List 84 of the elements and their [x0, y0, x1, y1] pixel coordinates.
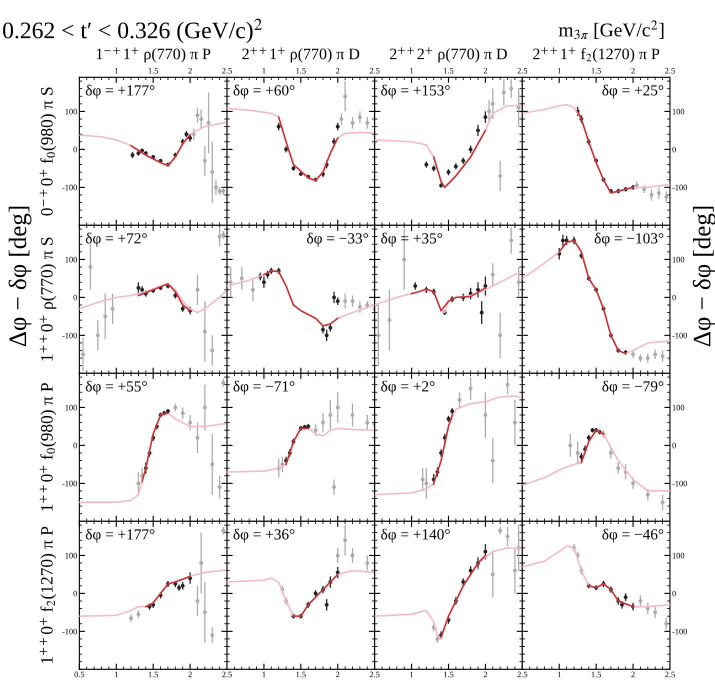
annotation: δφ = −79°: [602, 380, 664, 395]
x-tick-label: 2: [631, 68, 635, 74]
annotation: δφ = +177°: [86, 84, 154, 99]
y-tick-label: 0: [672, 146, 676, 152]
x-tick-label: 2: [336, 672, 340, 678]
y-tick-label: -100: [672, 628, 687, 634]
annotation: δφ = +60°: [233, 84, 294, 99]
annotation: δφ = −33°: [307, 232, 368, 247]
annotation: δφ = +55°: [86, 380, 147, 395]
y-tick-label: 100: [66, 404, 77, 410]
y-tick-label: 100: [672, 404, 684, 410]
annotation: δφ = +35°: [381, 232, 442, 247]
x-tick-label: 2.5: [370, 68, 380, 74]
annotation: δφ = −103°: [594, 232, 664, 247]
y-axis-title: 1$^{++}$0$^{+}$ f$_{2}$(1270) π P: [40, 526, 56, 664]
text: 0.262 < t′ < 0.326 (GeV/c)$^{2}$: [3, 18, 262, 44]
y-tick-label: -100: [672, 184, 687, 190]
x-tick-label: 2: [188, 68, 192, 74]
y-tick-label: -100: [672, 480, 687, 486]
x-tick-label: 2: [484, 68, 488, 74]
x-tick-label: 1: [558, 68, 561, 74]
annotation: δφ = +140°: [381, 528, 450, 543]
y-tick-label: 100: [672, 108, 684, 114]
y-tick-label: -100: [62, 628, 77, 634]
x-tick-label: 1: [262, 68, 266, 74]
chart-title: 1$^{−+}$1$^{+}$ ρ(770) π P: [96, 47, 210, 63]
x-tick-label: 1.5: [296, 68, 306, 74]
x-tick-label: 0.5: [74, 672, 84, 678]
x-tick-label: 1.5: [592, 68, 602, 74]
y-tick-label: 0: [672, 590, 676, 596]
y-axis-title: 1$^{++}$0$^{+}$ ρ(770) π S: [40, 238, 56, 361]
x-tick-label: 2: [484, 672, 488, 678]
y-tick-label: 100: [66, 256, 77, 262]
y-tick-label: -100: [62, 480, 77, 486]
x-tick-label: 2.5: [222, 672, 232, 678]
x-tick-label: 2.5: [370, 672, 380, 678]
y-tick-label: 0: [73, 146, 77, 152]
annotation: δφ = −46°: [602, 528, 664, 543]
x-tick-label: 1.5: [296, 672, 306, 678]
x-tick-label: 1: [262, 672, 266, 678]
y-tick-label: 100: [672, 552, 684, 558]
y-tick-label: 100: [66, 108, 77, 114]
x-tick-label: 1.5: [444, 68, 454, 74]
y-axis-title: 1$^{++}$0$^{+}$ f$_{0}$(980) π P: [40, 383, 56, 511]
x-tick-label: 1.5: [444, 672, 454, 678]
y-tick-label: -100: [62, 184, 77, 190]
annotation: δφ = +36°: [233, 528, 294, 543]
y-tick-label: 0: [73, 590, 77, 596]
x-tick-label: 1: [114, 68, 118, 74]
x-tick-label: 2: [631, 672, 635, 678]
x-tick-label: 1.5: [592, 672, 602, 678]
annotation: δφ = +177°: [86, 528, 154, 543]
y-tick-label: 0: [672, 294, 676, 300]
y-axis-title: 0$^{−+}$0$^{+}$ f$_{0}$(980) π S: [40, 87, 56, 216]
y-tick-label: 100: [672, 256, 684, 262]
x-tick-label: 2.5: [665, 68, 675, 74]
x-tick-label: 1: [410, 672, 414, 678]
x-tick-label: 1.5: [148, 672, 158, 678]
text: Δφ − δφ [deg]: [8, 206, 32, 346]
x-tick-label: 1.5: [148, 68, 158, 74]
x-tick-label: 1: [114, 672, 118, 678]
x-tick-label: 2.5: [517, 672, 528, 678]
x-tick-label: 2: [336, 68, 340, 74]
annotation: δφ = +72°: [86, 232, 147, 247]
annotation: δφ = +25°: [602, 84, 664, 99]
y-tick-label: 0: [73, 442, 77, 448]
chart-title: 2$^{++}$1$^{+}$ ρ(770) π D: [242, 47, 360, 63]
chart-title: 2$^{++}$1$^{+}$ f$_{2}$(1270) π P: [533, 47, 660, 63]
y-tick-label: 100: [66, 552, 77, 558]
x-tick-label: 2.5: [665, 672, 675, 678]
annotation: δφ = −71°: [233, 380, 294, 395]
y-tick-label: 0: [73, 294, 77, 300]
annotation: δφ = +153°: [381, 84, 450, 99]
y-tick-label: 0: [672, 442, 676, 448]
x-tick-label: 2.5: [517, 68, 528, 74]
y-tick-label: -100: [672, 332, 687, 338]
annotation: δφ = +2°: [381, 380, 434, 395]
text: m$_{3π}$ [GeV/c$^{2}$]: [558, 20, 664, 40]
x-tick-label: 1: [410, 68, 414, 74]
x-tick-label: 1: [558, 672, 561, 678]
x-tick-label: 2.5: [222, 68, 232, 74]
y-tick-label: -100: [62, 332, 77, 338]
chart-title: 2$^{++}$2$^{+}$ ρ(770) π D: [390, 47, 507, 63]
x-tick-label: 2: [188, 672, 192, 678]
